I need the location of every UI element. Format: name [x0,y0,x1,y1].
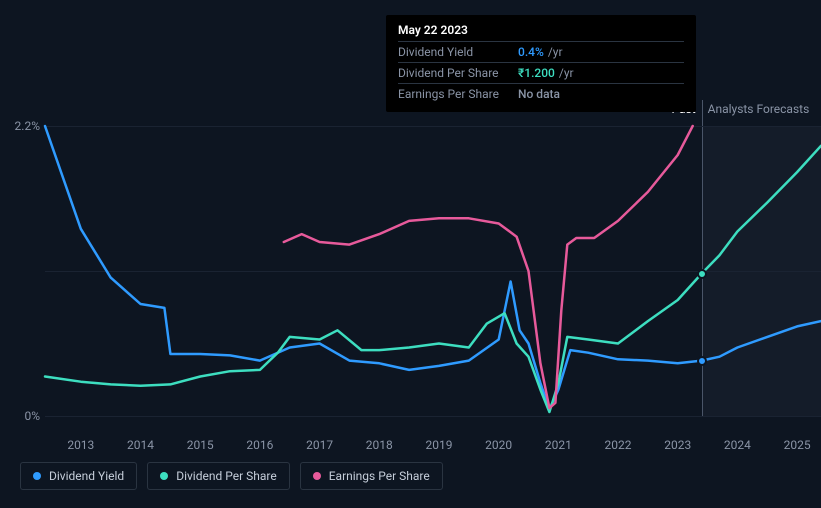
legend-item[interactable]: Earnings Per Share [300,462,443,490]
gridline [45,416,821,417]
x-axis-label: 2016 [246,438,273,452]
series-line [45,146,821,412]
x-axis-label: 2017 [306,438,333,452]
x-axis-label: 2019 [425,438,452,452]
y-axis-label: 0% [24,409,40,423]
x-axis-label: 2023 [664,438,691,452]
tooltip-row-label: Dividend Per Share [398,66,518,80]
section-label-forecast: Analysts Forecasts [708,102,810,116]
tooltip-row-label: Earnings Per Share [398,87,518,101]
x-axis-label: 2013 [67,438,94,452]
series-line [45,126,821,409]
legend-dot-icon [313,472,321,480]
x-axis-label: 2024 [724,438,751,452]
tooltip-row-value: 0.4% [518,45,544,59]
tooltip-row-unit: /yr [548,45,563,59]
x-axis-label: 2025 [784,438,811,452]
tooltip-row-label: Dividend Yield [398,45,518,59]
hover-tooltip: May 22 2023 Dividend Yield0.4%/yrDividen… [386,15,696,112]
legend-dot-icon [33,472,41,480]
x-axis-label: 2015 [187,438,214,452]
tooltip-row: Dividend Per Share₹1.200/yr [398,62,684,83]
series-marker [697,356,707,366]
chart-container: May 22 2023 Dividend Yield0.4%/yrDividen… [0,0,821,508]
legend: Dividend Yield Dividend Per Share Earnings… [20,462,443,490]
tooltip-date: May 22 2023 [398,23,684,37]
tooltip-row: Dividend Yield0.4% /yr [398,41,684,62]
legend-item[interactable]: Dividend Per Share [147,462,290,490]
legend-item[interactable]: Dividend Yield [20,462,137,490]
tooltip-row-value: No data [518,87,560,101]
y-axis-label: 2.2% [15,119,40,133]
legend-label: Dividend Per Share [176,469,277,483]
tooltip-row-value: ₹1.200 [518,66,555,80]
x-axis-label: 2020 [485,438,512,452]
x-axis-label: 2022 [605,438,632,452]
x-axis: 2013 2014 2015 2016 2017 2018 2019 2020 2021 2022… [45,432,821,452]
tooltip-row-unit: /yr [559,66,574,80]
legend-label: Earnings Per Share [329,469,430,483]
legend-label: Dividend Yield [49,469,124,483]
x-axis-label: 2018 [366,438,393,452]
series-marker [697,269,707,279]
x-axis-label: 2014 [127,438,154,452]
plot-area[interactable]: Past Analysts Forecasts [45,126,821,416]
x-axis-label: 2021 [545,438,572,452]
series-line [284,126,693,408]
legend-dot-icon [160,472,168,480]
tooltip-row: Earnings Per ShareNo data [398,83,684,104]
